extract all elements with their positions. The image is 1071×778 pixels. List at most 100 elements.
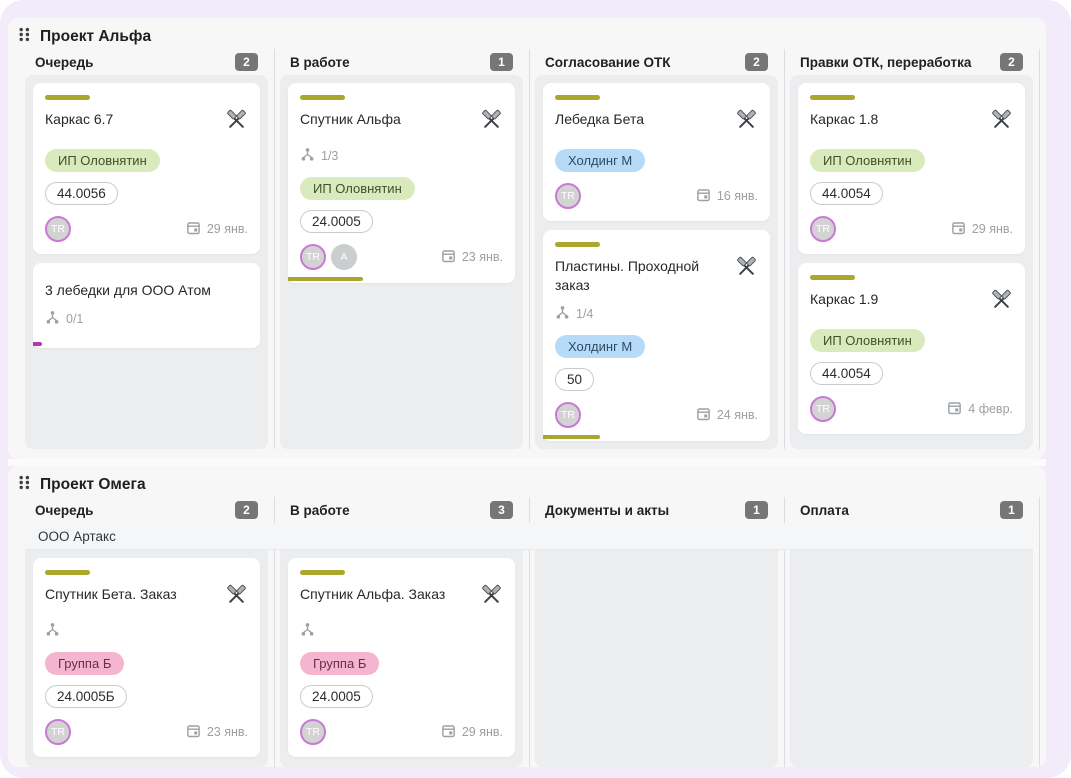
avatar: TR [45,719,71,745]
subtasks-counter: 0/1 [45,310,248,328]
due-date: 16 янв. [696,187,758,205]
client-tag: Группа Б [300,652,380,675]
due-date-label: 16 янв. [716,189,758,203]
order-number-chip: 24.0005Б [45,685,127,708]
column-name: В работе [290,502,350,518]
column-queue: Каркас 6.7 ИП Оловнятин 44.0056 TR 29 ян… [25,75,268,449]
column-divider [784,49,785,449]
due-date-label: 23 янв. [206,725,248,739]
avatar: TR [810,216,836,242]
client-tag: ИП Оловнятин [810,149,925,172]
card-title: 3 лебедки для ООО Атом [45,282,211,298]
due-date-label: 23 янв. [461,250,503,264]
card-sputnik-alfa[interactable]: Спутник Альфа 1/3 ИП Оловнятин 24.0005 [288,83,515,283]
swimlane-header: Проект Альфа [8,18,1046,49]
card-color-bar [300,95,345,100]
avatar: TR [300,719,326,745]
progress-fill [543,435,600,439]
crossed-hammers-icon [480,109,503,137]
crossed-hammers-icon [990,289,1013,317]
column-header-qc-approval: Согласование ОТК 2 [535,49,778,75]
swimlane-title: Проект Омега [40,475,146,493]
card-title: Лебедка Бета [555,111,644,127]
due-date: 29 янв. [186,220,248,238]
subtasks-counter [45,622,248,640]
column-queue: Спутник Бета. Заказ Группа Б 24.0005Б T [25,550,268,767]
avatar: TR [810,396,836,422]
card-plastiny[interactable]: Пластины. Проходной заказ 1/4 Холдинг М … [543,230,770,441]
calendar-icon [696,406,711,424]
due-date: 23 янв. [441,248,503,266]
card-karkas-1-8[interactable]: Каркас 1.8 ИП Оловнятин 44.0054 TR 29 ян… [798,83,1025,254]
calendar-icon [951,220,966,238]
column-count-badge: 1 [1000,501,1023,519]
column-divider [274,49,275,449]
column-name: Документы и акты [545,502,670,518]
calendar-icon [441,248,456,266]
card-title: Каркас 1.9 [810,291,879,307]
card-title: Каркас 6.7 [45,111,114,127]
card-sputnik-beta-zakaz[interactable]: Спутник Бета. Заказ Группа Б 24.0005Б T [33,558,260,757]
avatar: TR [45,216,71,242]
client-tag: Холдинг М [555,149,646,172]
order-number-chip: 44.0054 [810,362,883,385]
column-header-queue: Очередь 2 [25,49,268,75]
progress-fill [288,277,363,281]
progress-track [33,342,260,346]
card-karkas-1-9[interactable]: Каркас 1.9 ИП Оловнятин 44.0054 TR 4 фев… [798,263,1025,434]
lane-columns: Очередь 2 В работе 3 Документы и акты 1 … [25,497,1040,767]
subtasks-icon [300,622,315,640]
subtasks-icon [45,310,60,328]
due-date-label: 29 янв. [971,222,1013,236]
subtasks-counter: 1/3 [300,147,503,165]
crossed-hammers-icon [735,256,758,284]
card-3-lebedki[interactable]: 3 лебедки для ООО Атом 0/1 [33,263,260,348]
column-count-badge: 2 [1000,53,1023,71]
column-name: Очередь [35,502,94,518]
card-karkas-6-7[interactable]: Каркас 6.7 ИП Оловнятин 44.0056 TR 29 ян… [33,83,260,254]
avatar: TR [555,402,581,428]
card-color-bar [45,95,90,100]
column-count-badge: 2 [745,53,768,71]
calendar-icon [441,723,456,741]
column-name: В работе [290,54,350,70]
column-name: Оплата [800,502,849,518]
column-count-badge: 1 [490,53,513,71]
column-divider [529,49,530,449]
group-header-ooo-artaks[interactable]: ООО Артакс [25,523,1033,550]
card-color-bar [300,570,345,575]
client-tag: ИП Оловнятин [810,329,925,352]
avatar: TR [300,244,326,270]
due-date-label: 29 янв. [461,725,503,739]
column-divider [784,497,785,767]
crossed-hammers-icon [735,109,758,137]
column-header-in-progress: В работе 3 [280,497,523,523]
column-count-badge: 2 [235,53,258,71]
card-lebedka-beta[interactable]: Лебедка Бета Холдинг М TR 16 янв. [543,83,770,221]
card-title: Спутник Альфа [300,111,401,127]
crossed-hammers-icon [480,584,503,612]
swimlane-project-omega: Проект Омега Очередь 2 В работе 3 Докуме… [8,466,1046,767]
subtasks-count: 0/1 [66,312,84,326]
card-color-bar [555,95,600,100]
due-date: 4 февр. [947,400,1013,418]
column-header-queue: Очередь 2 [25,497,268,523]
due-date: 29 янв. [951,220,1013,238]
calendar-icon [186,220,201,238]
card-color-bar [810,95,855,100]
card-sputnik-alfa-zakaz[interactable]: Спутник Альфа. Заказ Группа Б 24.0005 T [288,558,515,757]
drag-handle-icon[interactable] [18,27,31,47]
subtasks-icon [45,622,60,640]
subtasks-icon [555,305,570,323]
drag-handle-icon[interactable] [18,475,31,495]
swimlane-header: Проект Омега [8,466,1046,497]
column-documents [535,550,778,767]
subtasks-icon [300,147,315,165]
calendar-icon [186,723,201,741]
card-color-bar [45,570,90,575]
client-tag: Холдинг М [555,335,646,358]
calendar-icon [696,187,711,205]
column-in-progress: Спутник Альфа 1/3 ИП Оловнятин 24.0005 [280,75,523,449]
card-title: Спутник Альфа. Заказ [300,586,446,602]
